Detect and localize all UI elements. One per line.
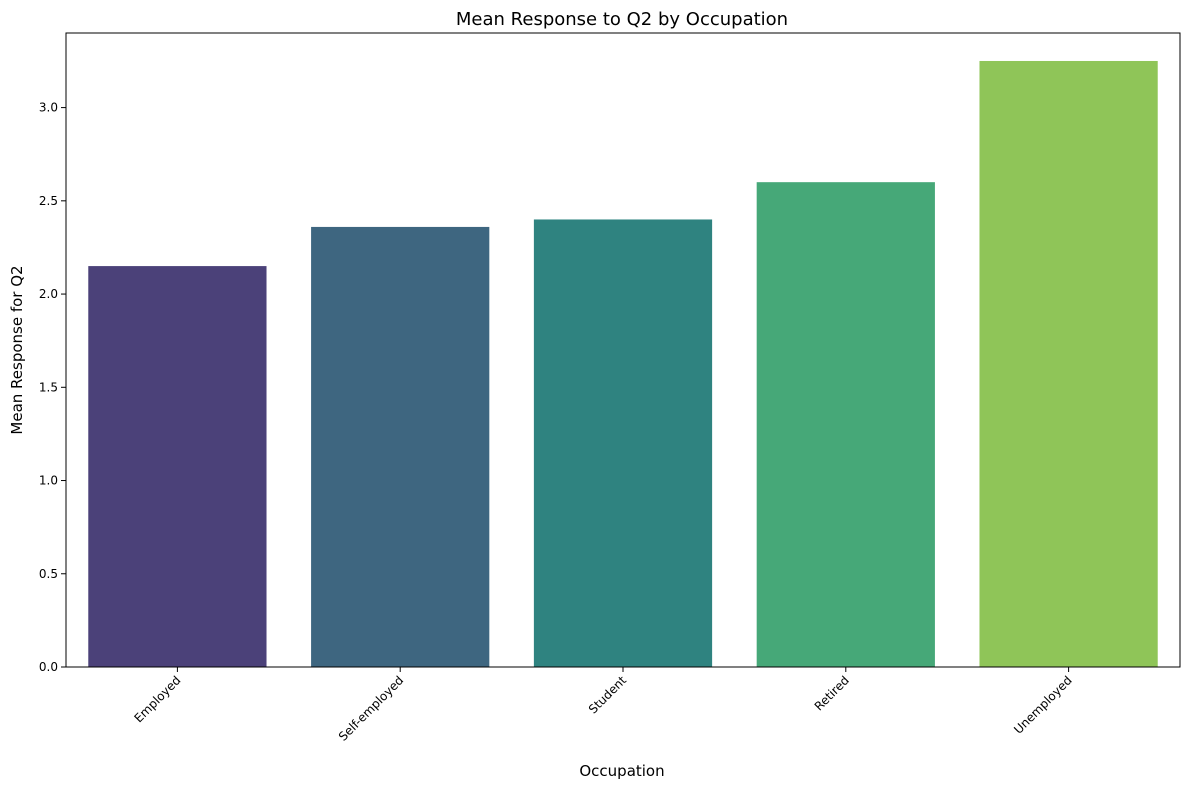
x-tick-label: Student <box>586 673 630 717</box>
y-tick-label: 2.0 <box>39 287 58 301</box>
x-axis-label: Occupation <box>579 762 664 780</box>
bar-student <box>533 219 713 667</box>
x-tick-label: Employed <box>131 673 183 725</box>
bars-group <box>88 60 1158 668</box>
x-tick-label: Self-employed <box>336 673 407 744</box>
x-axis-ticks: Employed Self-employed Student Retired Unemp… <box>131 667 1075 744</box>
bar-unemployed <box>979 60 1158 668</box>
y-tick-label: 3.0 <box>39 101 58 115</box>
y-tick-label: 1.5 <box>39 380 58 394</box>
bar-retired <box>756 182 935 668</box>
x-tick-label: Unemployed <box>1011 673 1075 737</box>
y-axis-ticks: 0.0 0.5 1.0 1.5 2.0 2.5 3.0 <box>39 101 66 674</box>
y-tick-label: 1.0 <box>39 474 58 488</box>
y-tick-label: 0.0 <box>39 660 58 674</box>
y-axis-label: Mean Response for Q2 <box>8 265 26 434</box>
y-tick-label: 2.5 <box>39 194 58 208</box>
chart-title: Mean Response to Q2 by Occupation <box>456 9 788 30</box>
y-tick-label: 0.5 <box>39 567 58 581</box>
x-tick-label: Retired <box>812 673 852 713</box>
bar-employed <box>88 266 267 667</box>
plot-frame <box>65 32 1181 668</box>
bar-self-employed <box>311 226 490 667</box>
